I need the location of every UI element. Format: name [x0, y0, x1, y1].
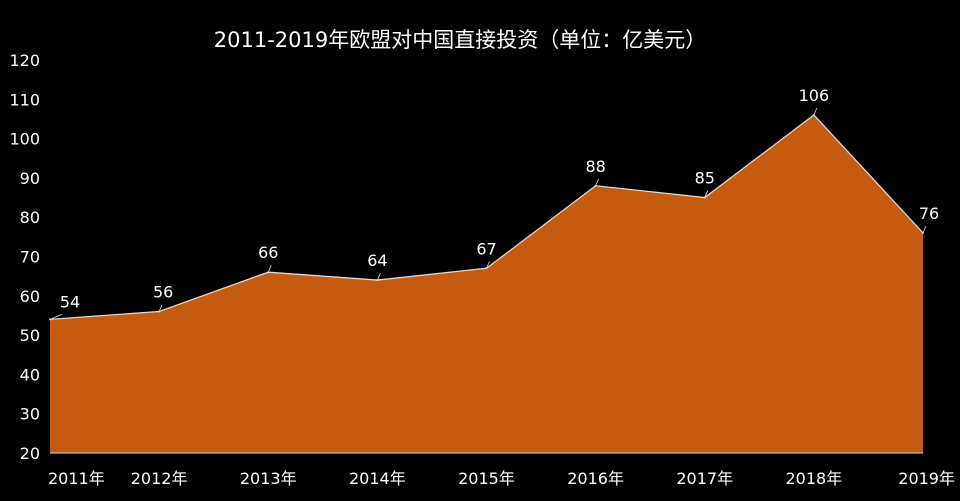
y-axis: 20 30 40 50 60 70 80 90 100 110 120: [9, 51, 40, 463]
label-leader-line: [158, 304, 163, 312]
y-tick-label: 20: [20, 444, 40, 463]
x-tick-label: 2016年: [567, 469, 624, 488]
data-label: 64: [367, 251, 387, 270]
y-tick-label: 70: [20, 248, 40, 267]
x-tick-label: 2012年: [131, 469, 188, 488]
plot-area: [49, 114, 924, 454]
x-tick-label: 2013年: [240, 469, 297, 488]
data-labels: 54 56 66 64 67 88 85 106 76: [49, 86, 939, 320]
y-tick-label: 110: [9, 90, 40, 109]
data-label: 88: [585, 157, 605, 176]
label-leader-line: [267, 265, 272, 273]
label-leader-line: [49, 314, 63, 320]
y-tick-label: 80: [20, 208, 40, 227]
label-leader-line: [813, 107, 818, 116]
data-label: 54: [60, 292, 80, 311]
chart-title: 2011-2019年欧盟对中国直接投资（单位：亿美元）: [213, 28, 707, 52]
y-tick-label: 60: [20, 287, 40, 306]
y-tick-label: 50: [20, 326, 40, 345]
y-tick-label: 100: [9, 130, 40, 149]
x-tick-label: 2015年: [458, 469, 515, 488]
y-tick-label: 90: [20, 169, 40, 188]
x-tick-label: 2017年: [676, 469, 733, 488]
label-leader-line: [377, 272, 381, 281]
x-axis: 2011年 2012年 2013年 2014年 2015年 2016年 2017年 2018年…: [48, 452, 955, 488]
data-label: 67: [476, 239, 496, 258]
x-tick-label: 2014年: [349, 469, 406, 488]
label-leader-line: [595, 178, 599, 186]
x-tick-label: 2019年: [898, 469, 955, 488]
data-label: 106: [799, 86, 830, 105]
data-label: 66: [258, 243, 278, 262]
label-leader-line: [486, 261, 490, 269]
data-label: 76: [919, 204, 939, 223]
data-label: 56: [153, 283, 173, 302]
x-tick-label: 2018年: [786, 469, 843, 488]
x-tick-label: 2011年: [48, 469, 105, 488]
label-leader-line: [922, 225, 927, 234]
label-leader-line: [704, 190, 709, 198]
y-tick-label: 120: [9, 51, 40, 70]
area-fill: [50, 115, 923, 454]
y-tick-label: 30: [20, 405, 40, 424]
y-tick-label: 40: [20, 365, 40, 384]
data-label: 85: [695, 169, 715, 188]
